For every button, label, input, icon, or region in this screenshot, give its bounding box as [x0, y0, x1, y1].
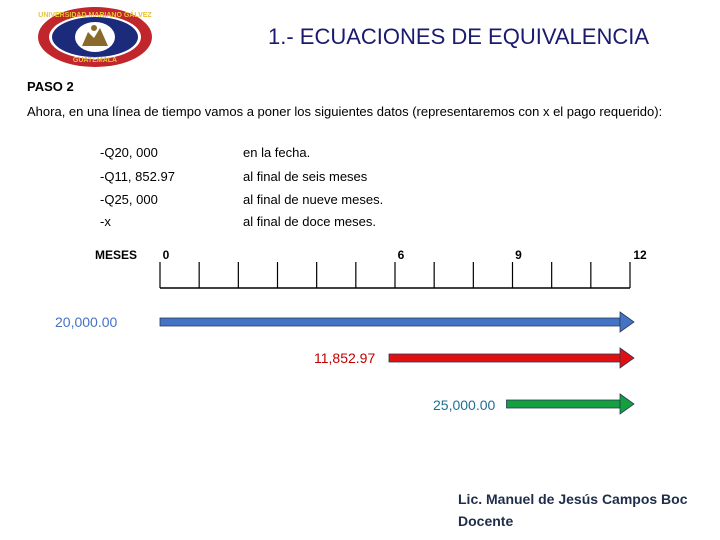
flow-arrow-shaft — [159, 317, 621, 327]
timeline-tick-label: 12 — [633, 248, 647, 262]
intro-text: Ahora, en una línea de tiempo vamos a po… — [27, 104, 663, 119]
flow-amount-label: 11,852.97 — [314, 350, 376, 366]
logo-ring-text-top: UNIVERSIDAD MARIANO GÁLVEZ — [38, 10, 152, 19]
flow-arrow-head — [619, 311, 635, 333]
flow-arrow-head — [619, 393, 635, 415]
author-role: Docente — [458, 513, 514, 529]
data-row-description: en la fecha. — [243, 145, 311, 160]
data-row-amount: -Q20, 000 — [100, 145, 158, 160]
data-row-amount: -Q25, 000 — [100, 192, 158, 207]
logo-ring-text-bottom: GUATEMALA — [73, 57, 117, 64]
timeline-tick-label: 0 — [163, 248, 170, 262]
step-label: PASO 2 — [27, 79, 74, 94]
flow-arrow-shaft — [506, 399, 621, 409]
data-row-amount: -x — [100, 214, 111, 229]
data-row-description: al final de doce meses. — [243, 214, 376, 229]
flow-arrow-shaft — [388, 353, 621, 363]
data-row-description: al final de seis meses — [243, 169, 368, 184]
footer-credit: Lic. Manuel de Jesús Campos Boc Docente — [458, 488, 688, 532]
slide-title: 1.- ECUACIONES DE EQUIVALENCIA — [268, 24, 650, 49]
flow-amount-label: 25,000.00 — [433, 397, 496, 413]
flow-amount-label: 20,000.00 — [55, 314, 118, 330]
university-logo: UNIVERSIDAD MARIANO GÁLVEZ GUATEMALA — [38, 7, 152, 67]
flow-arrow-head — [619, 347, 635, 369]
timeline-tick-label: 6 — [398, 248, 405, 262]
data-row-amount: -Q11, 852.97 — [100, 169, 175, 184]
timeline-axis-label: MESES — [95, 248, 137, 262]
timeline-tick-label: 9 — [515, 248, 522, 262]
author-name: Lic. Manuel de Jesús Campos Boc — [458, 491, 688, 507]
data-row-description: al final de nueve meses. — [243, 192, 384, 207]
